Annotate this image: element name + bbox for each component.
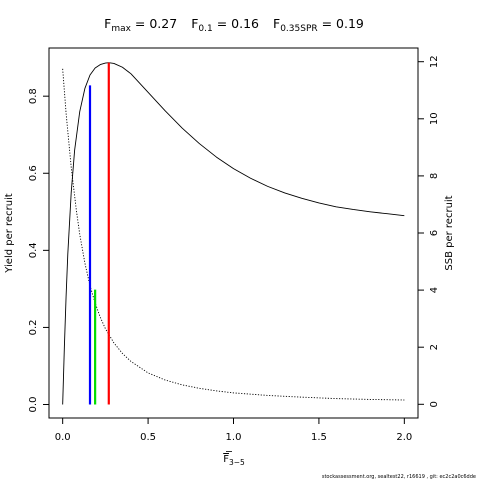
x-axis-label: F3−5 [223, 454, 245, 467]
title-part-2-subscript: 0.35SPR [280, 24, 317, 34]
y-left-tick-label-3: 0.6 [28, 165, 39, 181]
y-right-tick-label-1: 2 [429, 344, 440, 350]
x-axis-label-symbol: F [223, 454, 229, 465]
title-part-1-subscript: 0.1 [198, 24, 212, 34]
title-part-2-value: = 0.19 [318, 16, 364, 31]
y-right-tick-label-2: 4 [429, 287, 440, 293]
title-part-0-subscript: max [111, 24, 131, 34]
x-tick-label-0: 0.0 [55, 432, 71, 443]
x-tick-label-3: 1.5 [311, 432, 327, 443]
y-axis-right: 0 2 4 6 8 10 12 [417, 55, 440, 407]
footer-note: stockassessment.org, sealtest22, r16619 … [322, 474, 476, 480]
title-part-1-symbol: F [191, 16, 198, 31]
x-tick-label-1: 0.5 [140, 432, 156, 443]
y-left-tick-label-0: 0.0 [28, 397, 39, 413]
series-layer [62, 62, 405, 405]
y-right-tick-label-3: 6 [429, 230, 440, 236]
y-right-tick-label-6: 12 [429, 55, 440, 68]
ssb-curve-series-1 [62, 68, 405, 401]
reference-lines [88, 62, 110, 405]
chart-title: Fmax = 0.27 F0.1 = 0.16 F0.35SPR = 0.19 [104, 16, 364, 34]
y-right-tick-label-4: 8 [429, 173, 440, 179]
y-right-tick-label-5: 10 [429, 112, 440, 125]
y-left-tick-label-2: 0.4 [28, 242, 39, 258]
x-tick-label-4: 2.0 [396, 432, 412, 443]
y-axis-right-label: SSB per recruit [444, 195, 455, 270]
plot-box [48, 47, 419, 419]
y-left-tick-label-4: 0.8 [28, 88, 39, 104]
y-axis-left: 0.0 0.2 0.4 0.6 0.8 [28, 88, 50, 413]
title-part-2-symbol: F [273, 16, 280, 31]
x-tick-label-2: 1.0 [226, 432, 242, 443]
y-axis-left-label: Yield per recruit [4, 193, 15, 274]
plot-frame [48, 47, 419, 419]
x-axis-label-subscript: 3−5 [229, 458, 245, 467]
title-part-1-value: = 0.16 [213, 16, 259, 31]
title-part-0-value: = 0.27 [131, 16, 177, 31]
title-part-0-symbol: F [104, 16, 111, 31]
yield-curve-series-0 [62, 62, 405, 405]
x-axis: 0.0 0.5 1.0 1.5 2.0 [55, 417, 412, 452]
y-right-tick-label-0: 0 [429, 401, 440, 407]
y-left-tick-label-1: 0.2 [28, 319, 39, 335]
